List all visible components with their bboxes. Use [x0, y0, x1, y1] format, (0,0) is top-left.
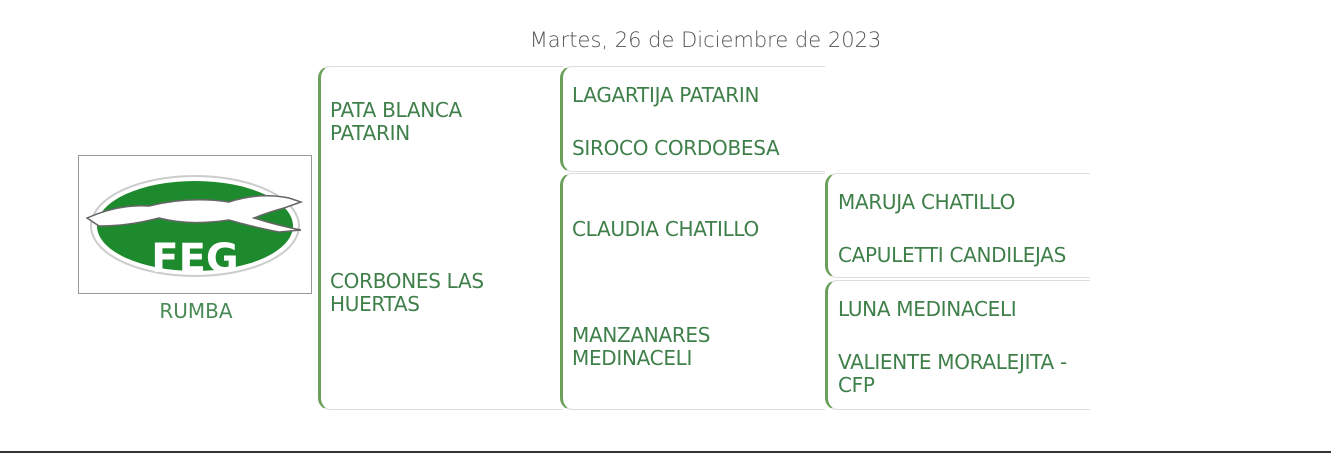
feg-logo-icon: FEG	[85, 175, 304, 282]
claudia-parents-bracket	[825, 173, 1090, 278]
svg-text:FEG: FEG	[151, 236, 238, 282]
sire-name[interactable]: PATA BLANCA PATARIN	[330, 98, 462, 145]
great-grandparent-name[interactable]: LUNA MEDINACELI	[838, 297, 1017, 321]
dam-dam-name[interactable]: MANZANARES MEDINACELI	[572, 323, 711, 370]
dam-name[interactable]: CORBONES LAS HUERTAS	[330, 269, 484, 316]
footer-divider	[0, 451, 1331, 453]
sire-dam-name[interactable]: SIROCO CORDOBESA	[572, 136, 780, 160]
dog-name[interactable]: RUMBA	[159, 299, 233, 323]
parents-bracket	[318, 66, 563, 410]
dog-photo: FEG	[78, 155, 312, 294]
sire-sire-name[interactable]: LAGARTIJA PATARIN	[572, 83, 760, 107]
sire-parents-bracket	[560, 66, 825, 172]
great-grandparent-name[interactable]: MARUJA CHATILLO	[838, 190, 1016, 214]
great-grandparent-name[interactable]: CAPULETTI CANDILEJAS	[838, 243, 1067, 267]
dam-parents-bracket	[560, 173, 825, 410]
manzanares-parents-bracket	[825, 280, 1090, 410]
great-grandparent-name[interactable]: VALIENTE MORALEJITA - CFP	[838, 350, 1067, 397]
dam-sire-name[interactable]: CLAUDIA CHATILLO	[572, 217, 759, 241]
date-header: Martes, 26 de Diciembre de 2023	[529, 28, 882, 52]
